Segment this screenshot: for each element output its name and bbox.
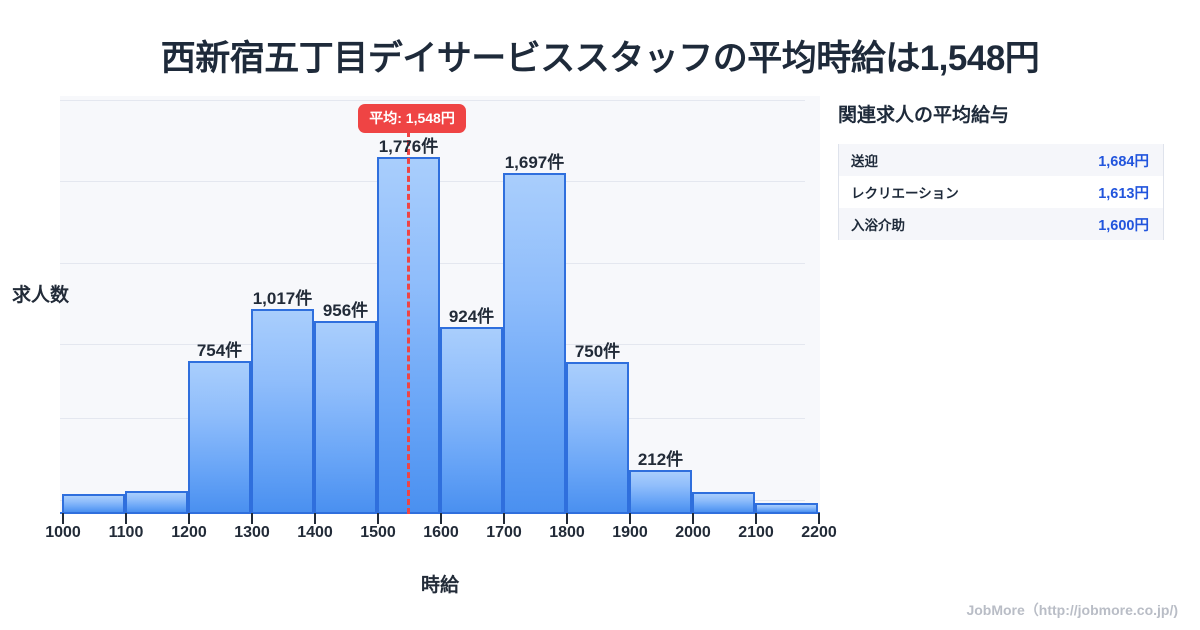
- related-salary-row: 送迎 1,684円: [839, 144, 1163, 176]
- x-axis-tick-label: 2200: [801, 524, 837, 541]
- x-axis-tick-label: 2100: [738, 524, 774, 541]
- x-axis-tick: [629, 513, 631, 524]
- mean-line: [407, 122, 411, 514]
- bar-value-label: 956件: [322, 300, 369, 320]
- x-axis-tick-label: 1500: [360, 524, 396, 541]
- x-axis-tick-label: 1600: [423, 524, 459, 541]
- histogram-bar: [503, 172, 566, 512]
- bar-value-label: 212件: [637, 449, 684, 469]
- bar-value-label: 1,697件: [504, 152, 565, 172]
- related-salary-label: 送迎: [851, 154, 878, 169]
- x-axis-tick-label: 2000: [675, 524, 711, 541]
- x-axis-tick: [503, 513, 505, 524]
- bar-value-label: 754件: [196, 341, 243, 361]
- x-axis-tick: [62, 513, 64, 524]
- histogram-bar: [692, 492, 755, 512]
- bar-value-label: 924件: [448, 307, 495, 327]
- histogram-bar: [188, 361, 251, 512]
- side-panel: 関連求人の平均給与 送迎 1,684円レクリエーション 1,613円入浴介助 1,60…: [838, 100, 1168, 240]
- footer-watermark: JobMore（http://jobmore.co.jp/): [966, 602, 1178, 618]
- related-salary-value: 1,684円: [1098, 153, 1149, 170]
- bar-value-label: 1,776件: [378, 137, 439, 156]
- histogram-bar: [125, 491, 188, 512]
- x-axis-tick: [314, 513, 316, 524]
- related-salary-row: レクリエーション 1,613円: [839, 176, 1163, 208]
- bars-layer: [62, 96, 818, 512]
- histogram-bar: [440, 327, 503, 512]
- related-salary-row: 入浴介助 1,600円: [839, 208, 1163, 240]
- x-axis-tick-label: 1900: [612, 524, 648, 541]
- gridline: [60, 100, 805, 101]
- side-panel-title: 関連求人の平均給与: [838, 105, 1010, 126]
- x-axis-tick: [440, 513, 442, 524]
- x-axis-tick: [377, 513, 379, 524]
- histogram-bar: [62, 494, 125, 512]
- x-axis-tick-label: 1400: [297, 524, 333, 541]
- x-axis-tick: [755, 513, 757, 524]
- histogram-bar: [314, 320, 377, 512]
- x-axis-tick-label: 1700: [486, 524, 522, 541]
- x-axis-tick-label: 1100: [108, 524, 144, 541]
- x-axis-tick: [566, 513, 568, 524]
- x-axis-tick: [692, 513, 694, 524]
- histogram-bar: [251, 308, 314, 512]
- x-axis-tick: [251, 513, 253, 524]
- x-axis-tick: [125, 513, 127, 524]
- histogram-bar: [755, 503, 818, 512]
- related-salary-label: 入浴介助: [851, 218, 905, 233]
- x-axis-tick-label: 1300: [234, 524, 270, 541]
- related-salary-label: レクリエーション: [851, 186, 959, 201]
- page-title: 西新宿五丁目デイサービススタッフの平均時給は1,548円: [160, 39, 1040, 78]
- bar-value-label: 750件: [574, 342, 621, 362]
- y-axis-title: 求人数: [12, 285, 70, 306]
- x-axis-tick-label: 1200: [171, 524, 207, 541]
- x-axis-title: 時給: [420, 575, 459, 596]
- x-axis-tick-label: 1000: [45, 524, 81, 541]
- x-axis-tick-label: 1800: [549, 524, 585, 541]
- x-axis-tick: [188, 513, 190, 524]
- x-axis-tick: [818, 513, 820, 524]
- related-salary-value: 1,613円: [1098, 185, 1149, 202]
- related-salary-value: 1,600円: [1098, 217, 1149, 234]
- histogram-bar: [629, 469, 692, 512]
- related-salary-table: 送迎 1,684円レクリエーション 1,613円入浴介助 1,600円: [838, 144, 1164, 240]
- mean-badge: 平均: 1,548円: [358, 104, 466, 133]
- histogram-bar: [566, 362, 629, 512]
- bar-value-label: 1,017件: [252, 288, 313, 308]
